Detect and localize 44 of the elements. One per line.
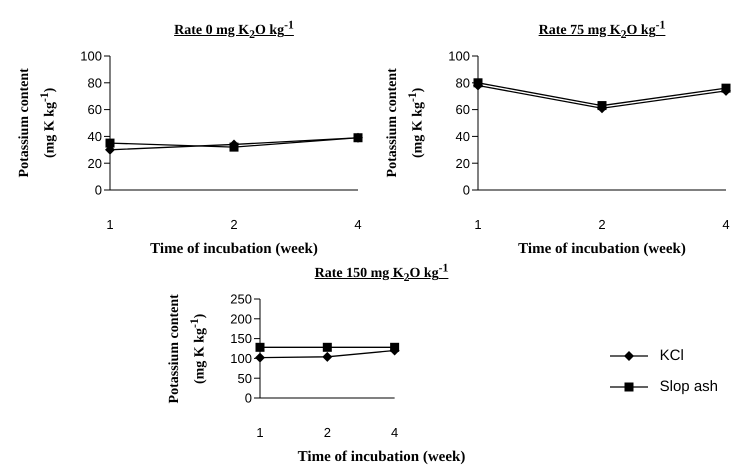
x-tick-label: 2 bbox=[598, 217, 606, 232]
y-tick-label: 0 bbox=[244, 390, 252, 406]
x-axis-title: Time of incubation (week) bbox=[296, 449, 466, 466]
y-tick-label: 0 bbox=[94, 182, 102, 198]
x-tick-label: 4 bbox=[391, 425, 398, 440]
x-tick-label: 4 bbox=[354, 217, 362, 232]
x-tick-label: 1 bbox=[256, 425, 264, 440]
x-tick-label: 4 bbox=[722, 217, 730, 232]
x-axis-title: Time of incubation (week) bbox=[149, 241, 319, 258]
y-tick-label: 20 bbox=[88, 156, 102, 171]
y-tick-label: 80 bbox=[88, 75, 102, 90]
point bbox=[354, 133, 362, 142]
x-tick-label: 2 bbox=[230, 217, 238, 232]
y-tick-label: 100 bbox=[448, 48, 470, 64]
y-tick-label: 40 bbox=[456, 129, 470, 144]
y-tick-label: 100 bbox=[230, 351, 252, 366]
y-tick-label: 150 bbox=[230, 331, 252, 346]
y-tick-label: 50 bbox=[238, 370, 252, 386]
point bbox=[322, 352, 332, 362]
y-tick-label: 60 bbox=[88, 102, 102, 118]
legend-label: KCl bbox=[660, 347, 684, 364]
chart-title: Rate 75 mg K$_{2}$O kg$^{-1}$ bbox=[538, 18, 666, 40]
point bbox=[256, 342, 264, 352]
x-axis-title: Time of incubation (week) bbox=[517, 241, 687, 258]
point bbox=[390, 342, 400, 352]
point bbox=[598, 101, 606, 110]
y-tick-label: 60 bbox=[456, 102, 470, 118]
y-tick-label: 40 bbox=[88, 129, 102, 144]
point bbox=[322, 342, 332, 352]
y-tick-label: 100 bbox=[80, 48, 102, 64]
x-tick-label: 2 bbox=[324, 425, 331, 440]
point bbox=[722, 84, 730, 93]
chart-title: Rate 0 mg K$_{2}$O kg$^{-1}$ bbox=[174, 18, 294, 40]
x-tick-label: 1 bbox=[474, 217, 482, 232]
point bbox=[230, 142, 238, 152]
point bbox=[106, 138, 114, 148]
y-tick-label: 250 bbox=[230, 292, 252, 307]
y-tick-label: 0 bbox=[462, 182, 470, 198]
y-tick-label: 200 bbox=[230, 311, 252, 326]
legend-label: Slop ash bbox=[660, 378, 718, 395]
y-tick-label: 20 bbox=[456, 156, 470, 171]
x-tick-label: 1 bbox=[106, 217, 114, 232]
chart-title: Rate 150 mg K$_{2}$O kg$^{-1}$ bbox=[314, 261, 448, 284]
y-tick-label: 80 bbox=[456, 75, 470, 90]
